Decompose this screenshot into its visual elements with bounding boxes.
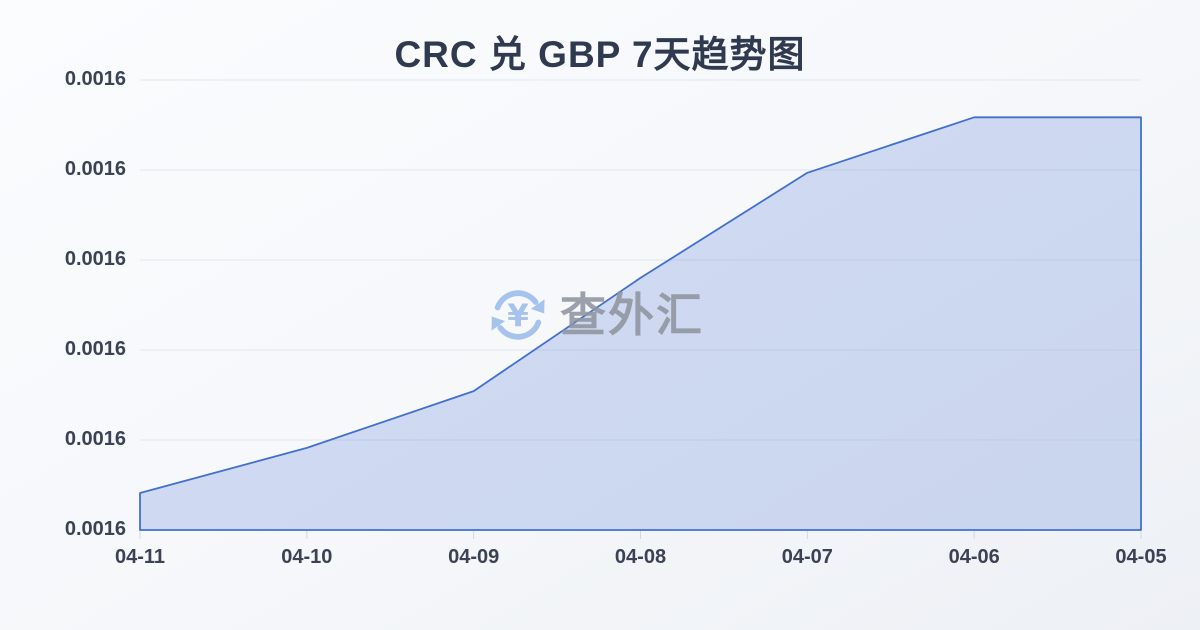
y-axis-label: 0.0016 — [64, 158, 126, 180]
x-axis-label: 04-11 — [114, 546, 166, 568]
x-axis-label: 04-06 — [948, 546, 1000, 568]
y-axis-label: 0.0016 — [64, 518, 126, 540]
y-axis-label: 0.0016 — [64, 248, 126, 270]
y-axis-label: 0.0016 — [64, 68, 126, 90]
x-axis-label: 04-10 — [281, 546, 333, 568]
y-axis-label: 0.0016 — [64, 338, 126, 360]
x-axis-label: 04-05 — [1115, 546, 1167, 568]
x-axis-label: 04-07 — [781, 546, 833, 568]
page-title: CRC 兑 GBP 7天趋势图 — [394, 34, 806, 75]
x-axis-label: 04-09 — [448, 546, 500, 568]
watermark-brand-text: 查外汇 — [560, 289, 704, 341]
watermark: ¥ 查外汇 — [489, 286, 704, 344]
svg-text:¥: ¥ — [507, 298, 529, 334]
y-axis-label: 0.0016 — [64, 428, 126, 450]
currency-exchange-icon: ¥ — [491, 290, 545, 340]
x-axis-label: 04-08 — [614, 546, 667, 568]
area-series — [139, 116, 1142, 531]
